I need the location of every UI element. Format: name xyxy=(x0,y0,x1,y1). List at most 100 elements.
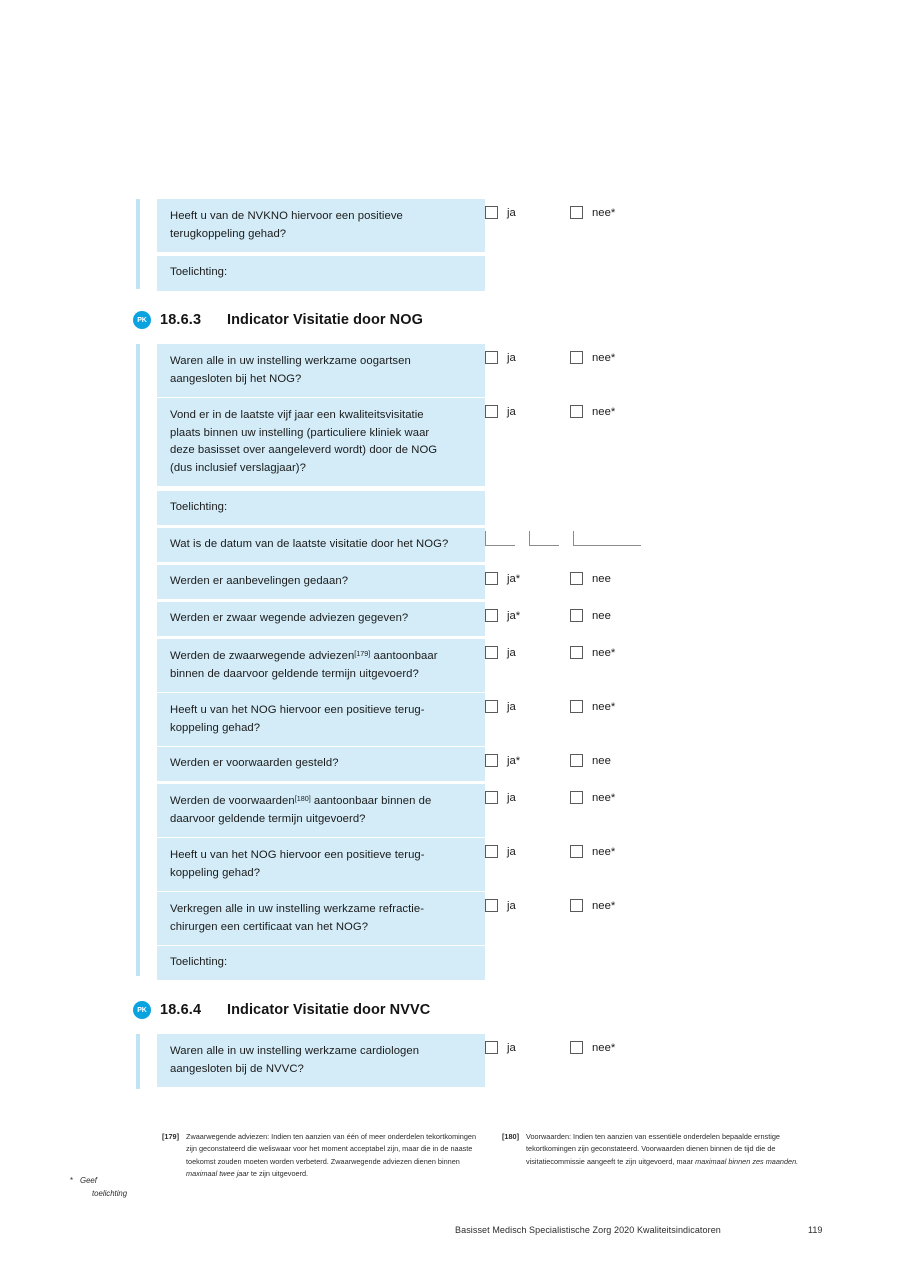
checkbox-yes[interactable] xyxy=(485,609,498,622)
date-year-field[interactable] xyxy=(573,531,641,546)
section-accent-bar xyxy=(136,1034,140,1089)
question-line: chirurgen een certificaat van het NOG? xyxy=(170,920,369,933)
question-text: Heeft u van het NOG hiervoor een positie… xyxy=(157,693,485,746)
section-title: Indicator Visitatie door NOG xyxy=(227,312,423,328)
date-month-field[interactable] xyxy=(529,531,559,546)
option-yes[interactable]: ja xyxy=(485,791,570,804)
star-legend-note: * Geef toelichting xyxy=(70,1175,160,1200)
option-label-no: nee* xyxy=(592,206,616,219)
checkbox-yes[interactable] xyxy=(485,646,498,659)
option-yes[interactable]: ja xyxy=(485,899,570,912)
option-label-yes: ja xyxy=(507,405,516,418)
option-yes[interactable]: ja xyxy=(485,405,570,418)
question-line: aangesloten bij het NOG? xyxy=(170,372,302,385)
option-yes[interactable]: ja xyxy=(485,206,570,219)
question-row-terugkoppeling-1: Heeft u van het NOG hiervoor een positie… xyxy=(157,693,615,746)
checkbox-yes[interactable] xyxy=(485,899,498,912)
option-yes[interactable]: ja* xyxy=(485,572,570,585)
question-line: deze basisset over aangeleverd wordt) do… xyxy=(170,444,438,456)
option-no[interactable]: nee* xyxy=(570,405,615,418)
question-line: Waren alle in uw instelling werkzame car… xyxy=(170,1045,420,1057)
checkbox-yes[interactable] xyxy=(485,572,498,585)
checkbox-yes[interactable] xyxy=(485,206,498,219)
checkbox-yes[interactable] xyxy=(485,405,498,418)
footnote-180: [180] Voorwaarden: Indien ten aanzien va… xyxy=(502,1131,826,1168)
question-row-toelichting: Toelichting: xyxy=(157,256,485,291)
checkbox-no[interactable] xyxy=(570,351,583,364)
question-row-aanbevelingen: Werden er aanbevelingen gedaan? ja* nee xyxy=(157,565,611,599)
option-no[interactable]: nee xyxy=(570,609,611,622)
option-label-yes: ja* xyxy=(507,572,521,585)
checkbox-yes[interactable] xyxy=(485,1041,498,1054)
option-yes[interactable]: ja xyxy=(485,845,570,858)
option-label-no: nee* xyxy=(592,646,616,659)
question-block-nvkno: Heeft u van de NVKNO hiervoor een positi… xyxy=(136,199,692,291)
option-label-no: nee* xyxy=(592,351,616,364)
checkbox-yes[interactable] xyxy=(485,351,498,364)
option-yes[interactable]: ja* xyxy=(485,609,570,622)
option-yes[interactable]: ja xyxy=(485,351,570,364)
checkbox-no[interactable] xyxy=(570,405,583,418)
section-accent-bar xyxy=(136,199,140,289)
option-no[interactable]: nee* xyxy=(570,206,615,219)
footnote-text-part: Zwaarwegende adviezen: Indien ten aanzie… xyxy=(186,1132,477,1166)
question-line: koppeling gehad? xyxy=(170,866,261,879)
checkbox-no[interactable] xyxy=(570,754,583,767)
option-no[interactable]: nee* xyxy=(570,700,615,713)
checkbox-yes[interactable] xyxy=(485,700,498,713)
checkbox-no[interactable] xyxy=(570,845,583,858)
toelichting-field[interactable]: Toelichting: xyxy=(157,946,485,980)
option-no[interactable]: nee* xyxy=(570,845,615,858)
question-row-cardiologen: Waren alle in uw instelling werkzame car… xyxy=(157,1034,615,1087)
toelichting-field[interactable]: Toelichting: xyxy=(157,491,485,525)
option-yes[interactable]: ja xyxy=(485,700,570,713)
checkbox-no[interactable] xyxy=(570,700,583,713)
footnote-emphasis: maximaal twee jaar xyxy=(186,1169,249,1179)
footnote-ref-180[interactable]: [180] xyxy=(294,793,311,803)
option-no[interactable]: nee xyxy=(570,572,611,585)
footnote-number: [180] xyxy=(502,1132,520,1141)
date-input-group xyxy=(485,528,641,546)
question-line: Vond er in de laatste vijf jaar een kwal… xyxy=(170,409,424,421)
question-line: Werden er voorwaarden gesteld? xyxy=(170,757,339,769)
checkbox-no[interactable] xyxy=(570,609,583,622)
checkbox-yes[interactable] xyxy=(485,845,498,858)
footnote-ref-179[interactable]: [179] xyxy=(354,648,371,658)
question-line: Heeft u van het NOG hiervoor een positie… xyxy=(170,849,425,861)
date-day-field[interactable] xyxy=(485,531,515,546)
option-no[interactable]: nee xyxy=(570,754,611,767)
checkbox-no[interactable] xyxy=(570,899,583,912)
option-yes[interactable]: ja* xyxy=(485,754,570,767)
option-no[interactable]: nee* xyxy=(570,1041,615,1054)
question-row-refractiechirurgen: Verkregen alle in uw instelling werkzame… xyxy=(157,892,615,945)
checkbox-no[interactable] xyxy=(570,572,583,585)
option-label-no: nee* xyxy=(592,1041,616,1054)
answer-options: ja nee* xyxy=(485,639,615,659)
page-footer: Basisset Medisch Specialistische Zorg 20… xyxy=(0,1225,900,1239)
option-no[interactable]: nee* xyxy=(570,791,615,804)
answer-options: ja nee* xyxy=(485,398,615,418)
question-line: (dus inclusief verslagjaar)? xyxy=(170,461,306,474)
checkbox-no[interactable] xyxy=(570,791,583,804)
question-text: Werden er voorwaarden gesteld? xyxy=(157,747,485,781)
question-line: binnen de daarvoor geldende termijn uitg… xyxy=(170,667,419,680)
checkbox-yes[interactable] xyxy=(485,754,498,767)
option-no[interactable]: nee* xyxy=(570,351,615,364)
question-line: aangesloten bij de NVVC? xyxy=(170,1062,304,1075)
option-no[interactable]: nee* xyxy=(570,646,615,659)
option-yes[interactable]: ja xyxy=(485,1041,570,1054)
toelichting-field[interactable]: Toelichting: xyxy=(157,256,485,291)
option-label-yes: ja xyxy=(507,351,516,364)
question-line: daarvoor geldende termijn uitgevoerd? xyxy=(170,812,366,825)
option-no[interactable]: nee* xyxy=(570,899,615,912)
checkbox-no[interactable] xyxy=(570,206,583,219)
checkbox-no[interactable] xyxy=(570,1041,583,1054)
option-label-no: nee xyxy=(592,572,611,585)
section-number: 18.6.4 xyxy=(160,1002,202,1018)
option-label-yes: ja* xyxy=(507,609,521,622)
option-yes[interactable]: ja xyxy=(485,646,570,659)
option-label-yes: ja xyxy=(507,845,516,858)
checkbox-no[interactable] xyxy=(570,646,583,659)
question-line: Heeft u van het NOG hiervoor een positie… xyxy=(170,704,425,716)
checkbox-yes[interactable] xyxy=(485,791,498,804)
